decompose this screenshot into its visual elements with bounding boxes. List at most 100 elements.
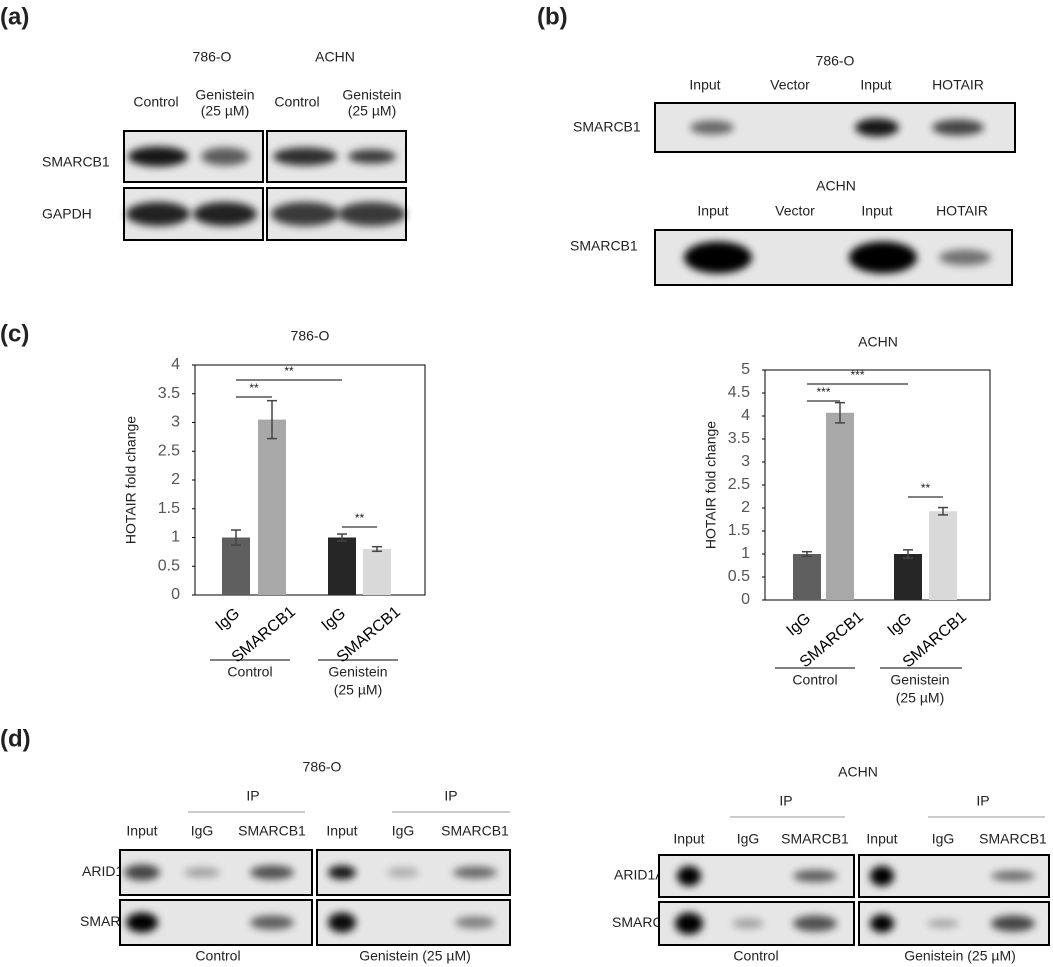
- band: [128, 146, 188, 167]
- y-tick-label: 2: [171, 471, 180, 488]
- x-tick-label: IgG: [318, 605, 349, 635]
- group-label: (25 µM): [334, 682, 383, 698]
- band: [991, 915, 1035, 932]
- label: Control: [274, 94, 319, 110]
- band: [675, 912, 703, 935]
- band: [855, 118, 899, 137]
- group-label: Control: [792, 672, 837, 688]
- panel-label: (a): [0, 3, 29, 30]
- label: IgG: [191, 823, 214, 839]
- band: [126, 202, 190, 226]
- error-bar: [938, 506, 948, 516]
- y-tick-label: 2.5: [728, 476, 750, 493]
- y-tick-label: 0.5: [158, 557, 180, 574]
- band: [124, 864, 160, 881]
- label: 786-O: [303, 759, 342, 775]
- error-bar: [231, 529, 241, 546]
- label: Control: [195, 948, 240, 964]
- label: GAPDH: [42, 206, 92, 222]
- label: Genistein (25 µM): [359, 948, 471, 964]
- bar: [363, 549, 391, 595]
- label: Control: [133, 94, 178, 110]
- label: SMARCB1: [238, 823, 306, 839]
- bar: [258, 419, 286, 595]
- label: Vector: [770, 77, 810, 93]
- label: IP: [246, 788, 259, 804]
- y-tick-label: 1.5: [158, 500, 180, 517]
- label: ACHN: [315, 49, 355, 65]
- label: HOTAIR: [932, 77, 984, 93]
- y-tick-label: 0: [171, 586, 180, 603]
- band: [793, 915, 837, 932]
- y-tick-label: 1: [171, 529, 180, 546]
- band: [201, 147, 249, 166]
- band: [870, 914, 894, 933]
- band: [927, 919, 959, 928]
- y-tick-label: 0: [741, 591, 750, 608]
- y-tick-label: 0.5: [728, 568, 750, 585]
- band: [732, 918, 764, 929]
- band: [690, 120, 734, 135]
- bar: [929, 511, 957, 600]
- significance-label: ***: [816, 385, 830, 399]
- label: (25 µM): [201, 103, 250, 119]
- y-tick-label: 4: [741, 407, 750, 424]
- band: [250, 865, 294, 880]
- error-bar: [267, 399, 277, 440]
- bar: [826, 412, 854, 600]
- group-label: Genistein: [890, 672, 949, 688]
- y-tick-label: 1.5: [728, 522, 750, 539]
- band: [387, 867, 419, 878]
- label: Input: [326, 823, 357, 839]
- x-tick-label: IgG: [884, 610, 915, 640]
- label: Genistein: [195, 87, 254, 103]
- band: [793, 870, 837, 882]
- label: IgG: [737, 831, 760, 847]
- band: [250, 915, 294, 930]
- significance-label: ***: [850, 368, 864, 382]
- group-label: (25 µM): [896, 690, 945, 706]
- band: [932, 119, 984, 136]
- band: [184, 867, 220, 878]
- y-tick-label: 3.5: [728, 430, 750, 447]
- chart-title: ACHN: [858, 334, 898, 350]
- label: SMARCB1: [441, 823, 509, 839]
- band: [126, 912, 158, 933]
- label: ACHN: [816, 178, 856, 194]
- band: [939, 249, 991, 266]
- label: SMARCB1: [573, 119, 641, 135]
- label: SMARCB1: [781, 831, 849, 847]
- label: Genistein: [342, 87, 401, 103]
- band: [273, 147, 337, 166]
- x-tick-label: SMARCB1: [229, 603, 299, 666]
- significance-label: **: [249, 381, 259, 395]
- band: [328, 865, 356, 880]
- label: SMARCB1: [979, 831, 1047, 847]
- label: SMARCB1: [570, 238, 638, 254]
- panel-label: (c): [0, 320, 29, 347]
- label: (25 µM): [348, 103, 397, 119]
- y-tick-label: 4: [171, 356, 180, 373]
- group-label: Control: [227, 664, 272, 680]
- y-tick-label: 4.5: [728, 384, 750, 401]
- y-axis-label: HOTAIR fold change: [703, 421, 719, 549]
- band: [684, 241, 752, 274]
- significance-label: **: [921, 481, 931, 495]
- bar: [793, 554, 821, 600]
- panel-label: (d): [0, 725, 31, 752]
- bar: [222, 537, 250, 595]
- label: Input: [861, 203, 892, 219]
- band: [677, 866, 701, 886]
- x-tick-label: IgG: [783, 610, 814, 640]
- y-tick-label: 5: [741, 361, 750, 378]
- band: [849, 241, 917, 274]
- label: HOTAIR: [936, 203, 988, 219]
- label: IgG: [392, 823, 415, 839]
- chart-title: 786-O: [291, 328, 330, 344]
- label: IP: [444, 788, 457, 804]
- y-tick-label: 2.5: [158, 442, 180, 459]
- label: 786-O: [193, 49, 232, 65]
- bar: [894, 554, 922, 600]
- band: [193, 202, 257, 226]
